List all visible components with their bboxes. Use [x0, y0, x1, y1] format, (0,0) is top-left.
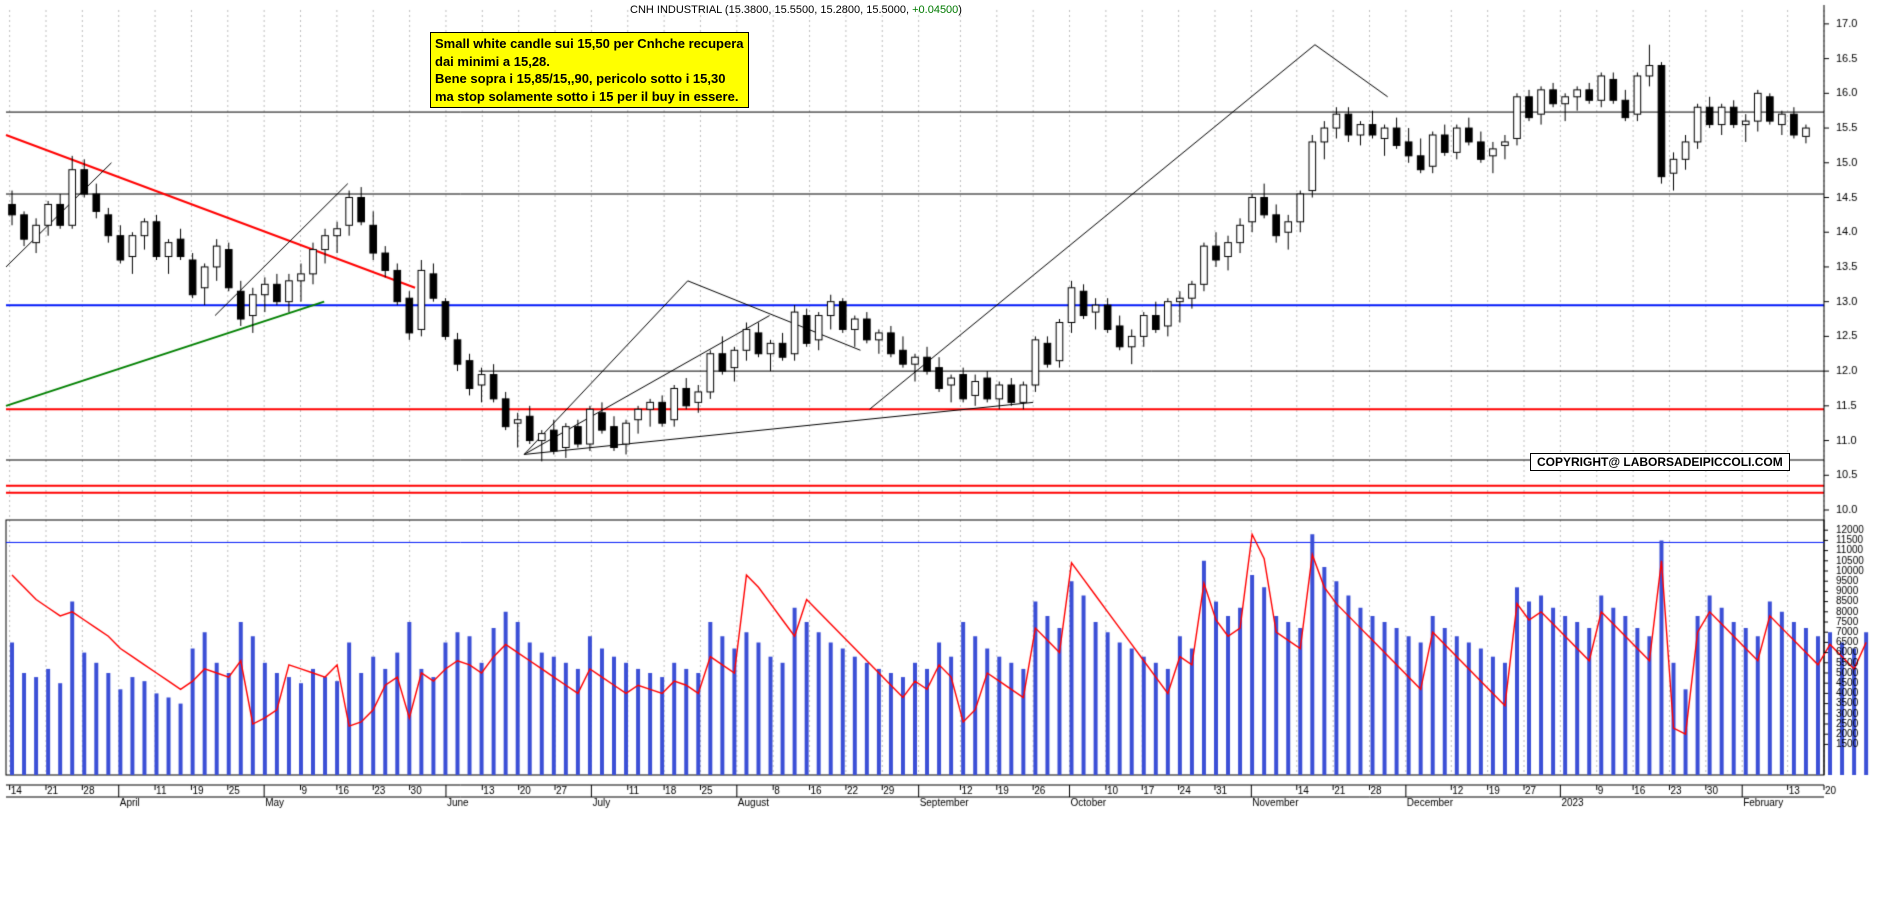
copyright-label: COPYRIGHT@ LABORSADEIPICCOLI.COM: [1530, 453, 1790, 471]
chart-canvas: [0, 0, 1890, 903]
chart-root: CNH INDUSTRIAL (15.3800, 15.5500, 15.280…: [0, 0, 1890, 903]
analysis-annotation: Small white candle sui 15,50 per Cnhche …: [430, 32, 749, 108]
chart-title: CNH INDUSTRIAL (15.3800, 15.5500, 15.280…: [630, 4, 962, 16]
